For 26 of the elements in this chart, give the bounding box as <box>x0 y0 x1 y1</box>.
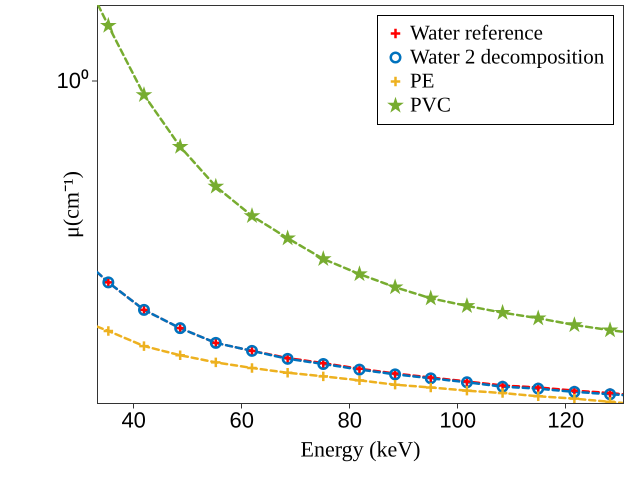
point <box>389 378 402 391</box>
x-tick-label: 120 <box>547 408 584 432</box>
point <box>460 384 473 397</box>
x-tick-label: 80 <box>337 408 362 432</box>
point <box>138 340 150 352</box>
point <box>532 390 544 402</box>
point <box>353 374 366 386</box>
point <box>317 370 330 382</box>
y-axis-title: μ(cm⁻¹) <box>58 171 84 238</box>
x-axis-title: Energy (keV) <box>300 436 420 462</box>
legend-label: PE <box>410 68 435 92</box>
point <box>174 349 186 362</box>
point <box>246 362 258 374</box>
point <box>210 356 222 368</box>
point <box>102 324 114 337</box>
x-tick-label: 60 <box>229 408 254 432</box>
point <box>568 392 580 403</box>
point <box>282 366 294 379</box>
legend-label: PVC <box>410 92 451 116</box>
text: 10⁰ <box>56 68 89 93</box>
x-tick-label: 100 <box>439 408 476 432</box>
point <box>424 381 437 394</box>
legend-label: Water reference <box>410 20 543 44</box>
point <box>496 387 509 400</box>
legend-label: Water 2 decomposition <box>410 44 605 68</box>
x-tick-label: 40 <box>121 408 146 432</box>
